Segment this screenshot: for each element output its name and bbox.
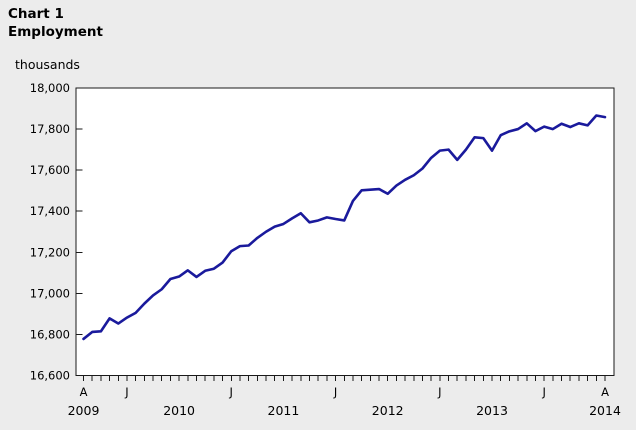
y-axis-tick-label: 17,600 bbox=[30, 163, 70, 177]
chart-header: Chart 1 Employment bbox=[8, 5, 103, 41]
chart-number-label: Chart 1 bbox=[8, 6, 64, 22]
chart-title: Employment bbox=[8, 24, 103, 40]
x-axis-month-label: A bbox=[601, 385, 609, 399]
x-axis-month-label: J bbox=[229, 385, 233, 399]
employment-series-line bbox=[82, 114, 607, 341]
x-axis-year-label: 2013 bbox=[476, 403, 508, 418]
x-axis-month-label: A bbox=[80, 385, 88, 399]
x-axis-year-label: 2011 bbox=[268, 403, 300, 418]
x-axis-year-label: 2009 bbox=[68, 403, 100, 418]
x-axis-month-label: J bbox=[333, 385, 337, 399]
x-axis-year-label: 2010 bbox=[163, 403, 195, 418]
y-axis-tick-label: 17,400 bbox=[30, 204, 70, 218]
plot-area bbox=[75, 87, 615, 376]
y-axis-tick-label: 17,800 bbox=[30, 122, 70, 136]
y-axis-unit-label: thousands bbox=[15, 57, 80, 72]
x-axis-month-label: J bbox=[124, 385, 128, 399]
y-axis-tick-label: 16,800 bbox=[30, 327, 70, 341]
x-axis-year-label: 2012 bbox=[372, 403, 404, 418]
y-axis-tick-label: 17,000 bbox=[30, 286, 70, 300]
x-axis-year-label: 2014 bbox=[589, 403, 621, 418]
y-axis-tick-label: 18,000 bbox=[30, 81, 70, 95]
x-axis-month-label: J bbox=[437, 385, 441, 399]
x-axis-month-label: J bbox=[541, 385, 545, 399]
y-axis-tick-label: 17,200 bbox=[30, 245, 70, 259]
y-axis-tick-label: 16,600 bbox=[30, 369, 70, 383]
